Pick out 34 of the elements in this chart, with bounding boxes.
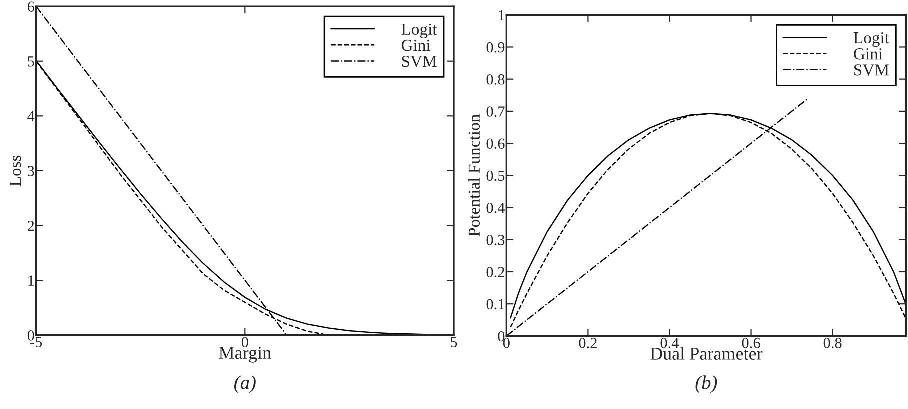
legend-label: Logit xyxy=(854,32,890,48)
y-tick-label: 1 xyxy=(28,276,34,286)
legend-label: SVM xyxy=(402,56,437,68)
y-tick-label: 0.3 xyxy=(486,235,505,246)
x-tick-label: 0 xyxy=(242,337,248,348)
x-tick-label: 0.6 xyxy=(742,338,760,348)
legend-label: Gini xyxy=(854,48,883,60)
legend-label: Gini xyxy=(402,40,431,52)
legend-label: SVM xyxy=(854,64,890,76)
x-tick-label: 5 xyxy=(451,337,458,348)
x-axis-title: Dual Parameter xyxy=(650,347,763,360)
y-tick-label: 0.6 xyxy=(486,138,505,150)
y-tick-label: 0.1 xyxy=(486,299,504,310)
y-tick-label: 3 xyxy=(28,166,34,176)
y-axis-title: Potential Function xyxy=(468,114,480,237)
text: (b) xyxy=(696,376,718,394)
y-tick-label: 6 xyxy=(28,2,34,12)
x-tick-label: 0.8 xyxy=(824,338,842,348)
y-tick-label: 1 xyxy=(498,10,504,20)
x-tick-label: 0.2 xyxy=(579,338,597,348)
text: (a) xyxy=(234,376,256,394)
y-tick-label: 0.8 xyxy=(486,74,505,85)
y-tick-label: 0.9 xyxy=(486,42,505,53)
y-tick-label: 0.7 xyxy=(486,106,505,117)
x-tick-label: 0.4 xyxy=(660,338,680,348)
y-tick-label: 4 xyxy=(28,111,35,122)
y-tick-label: 0.2 xyxy=(486,267,504,278)
legend-label: Logit xyxy=(402,24,438,38)
y-axis-title: Loss xyxy=(10,156,22,186)
y-tick-label: 0.5 xyxy=(486,170,505,182)
x-axis-title: Margin xyxy=(219,346,272,363)
y-tick-label: 2 xyxy=(28,220,34,232)
y-tick-label: 0.4 xyxy=(486,202,506,214)
y-tick-label: 5 xyxy=(28,56,34,67)
